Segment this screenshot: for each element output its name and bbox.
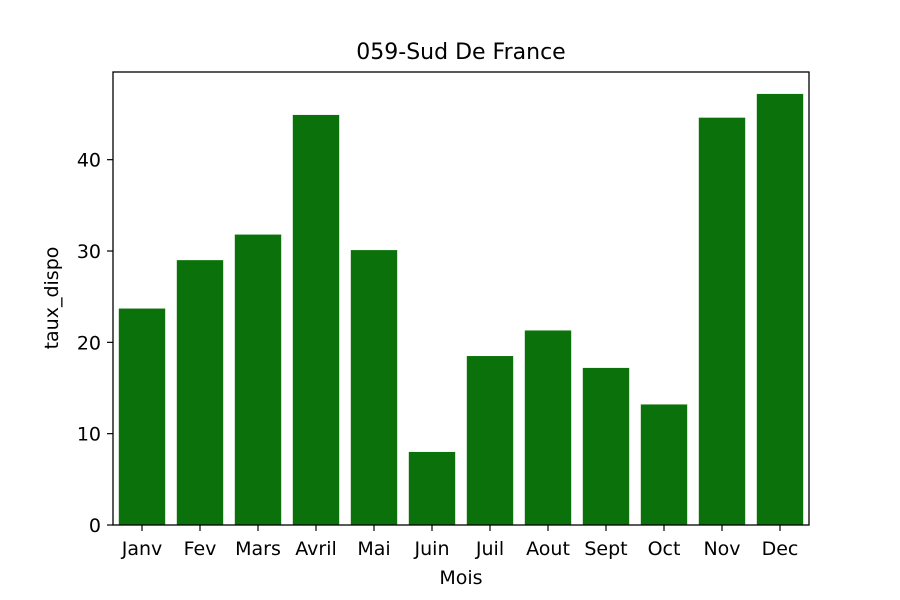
x-tick-label: Oct <box>648 538 681 560</box>
x-tick-label: Janv <box>121 538 163 560</box>
x-tick-label: Aout <box>526 538 570 560</box>
y-tick-label: 0 <box>89 515 101 537</box>
chart-title: 059-Sud De France <box>356 40 565 65</box>
x-axis-label: Mois <box>439 567 482 589</box>
bar-oct <box>640 404 688 525</box>
y-tick-label: 20 <box>77 332 101 354</box>
bar-janv <box>118 308 166 525</box>
x-tick-label: Mai <box>357 538 390 560</box>
x-tick-label: Dec <box>762 538 799 560</box>
y-axis-label: taux_dispo <box>41 247 63 350</box>
y-axis-ticks: 0 10 20 30 40 <box>77 150 113 537</box>
x-axis-ticks: Janv Fev Mars Avril Mai Juin Juil Aout Sept Oct No… <box>121 525 799 560</box>
x-tick-label: Sept <box>584 538 627 560</box>
bar-juin <box>408 451 456 525</box>
x-tick-label: Mars <box>235 538 281 560</box>
x-tick-label: Fev <box>184 538 217 560</box>
x-tick-label: Avril <box>295 538 337 560</box>
bar-aout <box>524 330 572 525</box>
y-tick-label: 40 <box>77 150 101 172</box>
plot-frame <box>112 71 810 526</box>
x-tick-label: Juin <box>414 538 450 560</box>
bar-nov <box>698 117 746 526</box>
bars-group <box>118 93 804 526</box>
y-tick-label: 30 <box>77 241 101 263</box>
bar-dec <box>756 93 804 525</box>
x-tick-label: Juil <box>475 538 504 560</box>
bar-fev <box>176 260 224 525</box>
bar-avril <box>292 114 340 525</box>
x-tick-label: Nov <box>703 538 740 560</box>
bar-sept <box>582 367 630 525</box>
bar-juil <box>466 356 514 525</box>
y-tick-label: 10 <box>77 424 101 446</box>
bar-mai <box>350 250 398 525</box>
bar-mars <box>234 234 282 525</box>
